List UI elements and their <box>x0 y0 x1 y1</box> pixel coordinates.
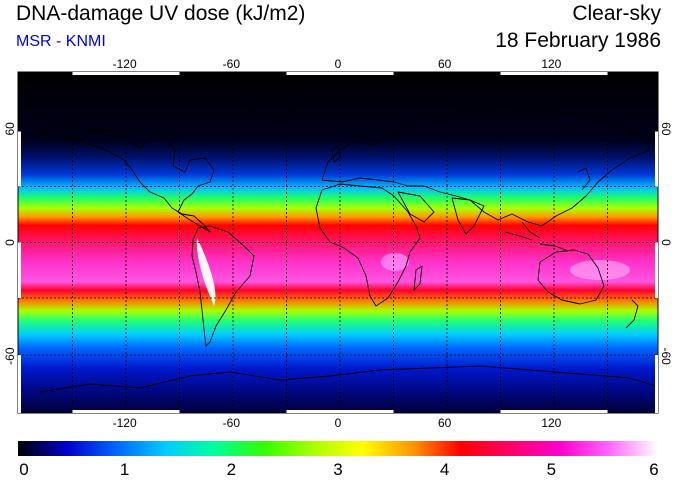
lon-tick-bottom: -60 <box>223 416 241 430</box>
coastline-japan <box>577 167 591 191</box>
colorbar-tick-label: 1 <box>120 460 129 479</box>
coastline-india <box>451 197 485 235</box>
lat-tick-left: 0 <box>3 239 17 246</box>
colorbar-labels: 0 1 2 3 4 5 6 <box>19 460 658 479</box>
lon-tick-bottom: 60 <box>438 416 452 430</box>
map-date: 18 February 1986 <box>495 29 661 52</box>
colorbar <box>18 441 658 456</box>
graticule <box>18 72 658 413</box>
lon-tick-top: 120 <box>541 57 561 71</box>
coastline-australia <box>537 249 605 305</box>
coastline-south-america <box>191 225 255 347</box>
colorbar-tick-label: 4 <box>440 460 449 479</box>
credit-label: MSR - KNMI <box>16 33 106 50</box>
sahara-clear-spot <box>381 253 409 271</box>
coastline-antarctica <box>39 365 657 393</box>
coastline-indonesia <box>504 221 567 251</box>
coastline-africa <box>315 183 421 307</box>
coastlines <box>39 83 657 393</box>
colorbar-tick-label: 0 <box>19 460 28 479</box>
axis-labels: -120 -120 -60 -60 0 0 60 60 120 120 60 60 0 0 -60 -60 <box>3 57 673 430</box>
colorbar-tick-label: 3 <box>333 460 342 479</box>
sky-condition: Clear-sky <box>572 2 661 25</box>
lon-tick-bottom: -120 <box>113 416 137 430</box>
coastline-eurasia <box>321 107 651 227</box>
andes-highlight <box>196 238 216 306</box>
colorbar-tick-label: 2 <box>227 460 236 479</box>
lon-tick-top: 0 <box>335 57 342 71</box>
colorbar-tick-label: 5 <box>547 460 556 479</box>
lat-tick-right: 60 <box>659 122 673 136</box>
pacific-bright-spot <box>570 260 630 280</box>
border-ticks <box>18 72 658 413</box>
lon-tick-top: 60 <box>438 57 452 71</box>
coastline-north-america <box>39 125 215 233</box>
map-title: DNA-damage UV dose (kJ/m2) <box>16 2 306 25</box>
lon-tick-top: -60 <box>223 57 241 71</box>
colorbar-tick-label: 6 <box>649 460 658 479</box>
lat-tick-right: -60 <box>659 347 673 365</box>
lat-tick-right: 0 <box>659 239 673 246</box>
lon-tick-top: -120 <box>113 57 137 71</box>
coastline-new-zealand <box>625 299 639 329</box>
coastline-madagascar <box>413 265 423 291</box>
lon-tick-bottom: 0 <box>335 416 342 430</box>
lon-tick-bottom: 120 <box>541 416 561 430</box>
lat-tick-left: 60 <box>3 122 17 136</box>
coastline-greenland <box>239 83 301 123</box>
lat-tick-left: -60 <box>3 347 17 365</box>
coastline-arabia <box>397 191 435 223</box>
